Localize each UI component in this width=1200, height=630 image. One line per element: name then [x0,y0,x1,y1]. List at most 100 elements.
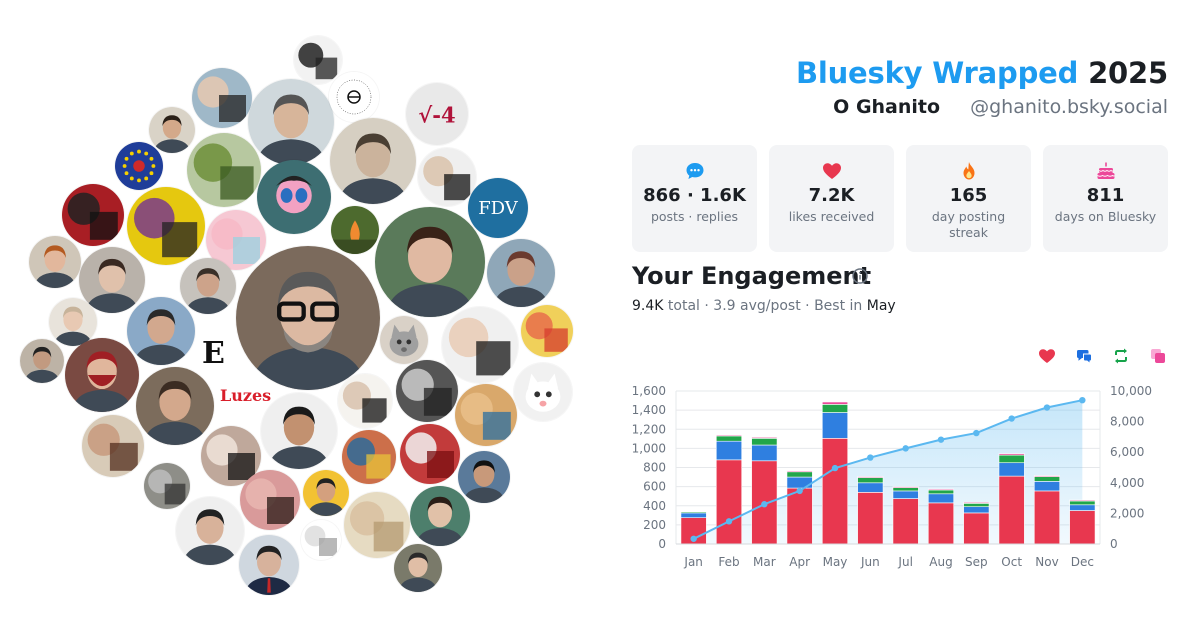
stat-value: 866 · 1.6K [643,185,746,206]
x-tick-label: Sep [965,555,988,569]
bar-segment [715,434,743,437]
avatar-16 [331,206,379,254]
stat-value: 811 [1086,185,1125,206]
user-identity: O Ghanito @ghanito.bsky.social [833,96,1168,118]
cumulative-point [1008,415,1015,422]
avatar-7 [115,142,163,190]
y2-tick-label: 2,000 [1110,506,1144,520]
cumulative-point [1043,404,1051,411]
avatar-31 [136,367,214,445]
stat-value: 165 [949,185,988,206]
bar-segment [680,512,707,519]
bar-segment [821,401,849,405]
avatar-9 [330,118,416,204]
x-tick-label: Feb [718,555,739,569]
heart-icon[interactable] [1038,347,1056,365]
bar-segment [1033,481,1061,492]
bar-segment [1033,475,1061,477]
engagement-total-word: total [667,298,700,314]
avatar-26 [442,307,518,383]
avatar-collage: √-4 FDV [20,36,573,595]
bar-segment [927,489,955,495]
quote-icon[interactable] [1149,347,1167,365]
avatar-10 [418,148,476,206]
cumulative-point [690,535,697,542]
replies-icon[interactable] [1075,347,1093,365]
y-tick-label: 1,200 [632,422,666,436]
wrapped-panel: Bluesky Wrapped 2025 O Ghanito @ghanito.… [632,0,1168,630]
avatar-11 [257,160,331,234]
bar-segment [963,512,990,545]
avatar-23 [49,298,97,346]
avatar-17 [375,207,485,317]
bar-segment [821,404,849,413]
bar-segment [1069,500,1096,506]
cumulative-point [937,436,945,443]
y2-tick-label: 10,000 [1110,384,1152,398]
avatar-4 [329,72,379,122]
stat-label: days on Bluesky [1054,209,1157,224]
stat-card-likes: 7.2K likes received [769,145,894,252]
avatar-22 [236,246,380,390]
y-tick-label: 600 [643,480,666,494]
year-title: 2025 [1088,56,1168,90]
avatar-43 [303,470,349,516]
repost-icon[interactable] [1112,347,1130,365]
avatar-49 [394,544,442,592]
avatar-18 [29,236,81,288]
avatar-29 [65,338,139,412]
stat-label: likes received [788,209,875,224]
avatar-19 [79,247,145,313]
avatar-1 [294,36,342,84]
x-tick-label: Dec [1071,555,1094,569]
bar-segment [892,490,919,499]
y-tick-label: 200 [643,518,666,532]
separator: · [800,298,815,314]
cumulative-point [725,518,733,525]
avatar-47 [410,486,470,546]
bar-segment [786,470,813,473]
avatar-25 [380,316,428,364]
bar-segment [786,487,813,545]
user-handle: @ghanito.bsky.social [970,96,1168,118]
x-tick-label: Oct [1001,555,1022,569]
avatar-32 [261,393,337,469]
bar-segment [1069,499,1096,502]
avatar-45 [344,492,410,558]
collage-text-luzes: Luzes [220,386,272,405]
stat-value: 7.2K [808,185,855,206]
stat-card-posts: 866 · 1.6K posts · replies [632,145,757,252]
page-title: Bluesky Wrapped 2025 [796,56,1168,90]
y2-tick-label: 6,000 [1110,445,1144,459]
separator: · [699,298,714,314]
cumulative-point [796,487,803,495]
engagement-chart: 0 200 400 600 800 1,000 1,200 1,400 1,600 0 2,000 4… [632,384,1152,569]
stat-card-streak: 165 day posting streak [906,145,1031,252]
bar-segment [857,492,884,545]
bar-segment [927,493,955,504]
y-tick-label: 1,600 [632,384,666,398]
avatar-46 [301,520,341,560]
avatar-36 [82,415,144,477]
bar-segment [715,440,743,461]
cake-icon [1096,162,1115,179]
engagement-summary: 9.4K total · 3.9 avg/post · Best in May [632,298,896,314]
bar-segment [998,475,1025,545]
bar-segment [963,502,990,504]
info-icon[interactable] [852,268,868,284]
x-tick-label: Nov [1035,555,1058,569]
bar-segment [857,476,884,478]
avatar-48 [239,535,299,595]
avatar-3 [248,79,334,165]
avatar-41 [144,463,190,509]
bar-segment [1069,504,1096,511]
bar-segment [1033,476,1061,482]
avatar-39 [400,424,460,484]
cumulative-point [831,464,839,472]
avatar-35 [455,384,517,446]
avatar-40 [458,451,510,503]
cumulative-point [902,445,909,452]
avatar-20 [487,239,555,307]
cumulative-point [867,454,874,461]
svg-text:√-4: √-4 [418,103,455,128]
